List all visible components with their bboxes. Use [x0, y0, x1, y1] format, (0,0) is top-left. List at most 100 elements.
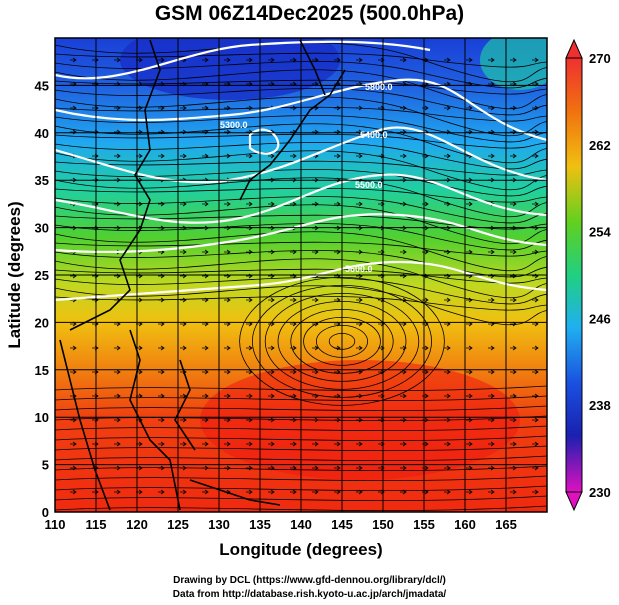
wind-arrow: [202, 153, 209, 159]
streamline-3: [55, 69, 547, 110]
wind-arrow: [532, 57, 539, 63]
wind-arrow: [268, 441, 275, 447]
wind-arrow: [356, 417, 363, 423]
wind-arrow: [532, 441, 539, 447]
wind-arrow: [70, 129, 77, 135]
x-tick-110: 110: [45, 517, 66, 532]
wind-arrow: [114, 201, 121, 207]
wind-arrow: [422, 153, 429, 159]
credit-drawing: Drawing by DCL (https://www.gfd-dennou.o…: [173, 575, 446, 586]
wind-arrow: [180, 489, 187, 495]
wind-arrow: [114, 393, 121, 399]
wind-arrow: [290, 105, 297, 111]
wind-arrow: [510, 417, 517, 423]
wind-arrow: [224, 297, 231, 303]
wind-arrow: [158, 417, 165, 423]
wind-arrow: [246, 105, 253, 111]
wind-arrow: [290, 489, 297, 495]
wind-arrow: [202, 393, 209, 399]
x-tick-160: 160: [454, 517, 476, 532]
wind-arrow: [356, 369, 363, 375]
wind-arrow: [312, 417, 319, 423]
contour-label-5400: 5400.0: [360, 130, 388, 140]
wind-arrow: [114, 417, 121, 423]
x-tick-155: 155: [413, 517, 435, 532]
wind-arrow: [268, 393, 275, 399]
y-tick-20: 20: [35, 315, 49, 330]
streamline-18: [55, 204, 547, 245]
wind-arrow: [246, 417, 253, 423]
wind-arrow: [180, 201, 187, 207]
streamline-37: [55, 385, 547, 392]
x-tick-130: 130: [208, 517, 230, 532]
x-tick-165: 165: [495, 517, 517, 532]
wind-arrow: [114, 465, 121, 471]
streamline-7: [55, 106, 547, 122]
wind-arrow: [422, 393, 429, 399]
wind-arrow: [246, 249, 253, 255]
chart-title: GSM 06Z14Dec2025 (500.0hPa): [154, 2, 465, 25]
temperature-field: [55, 38, 547, 512]
wind-arrow: [290, 393, 297, 399]
y-tick-30: 30: [35, 221, 49, 236]
wind-arrow: [224, 417, 231, 423]
wind-arrow: [334, 489, 341, 495]
wind-arrow: [334, 57, 341, 63]
wind-arrow: [70, 465, 77, 471]
wind-arrow: [532, 297, 539, 303]
wind-arrow: [422, 201, 429, 207]
x-axis-ticks: 110 115 120 125 130 135 140 145 150 155 160 165: [45, 517, 517, 532]
wind-arrow: [400, 441, 407, 447]
wind-arrow: [202, 345, 209, 351]
wind-arrow: [510, 441, 517, 447]
wind-arrow: [532, 201, 539, 207]
wind-arrow: [488, 465, 495, 471]
wind-arrow: [466, 297, 473, 303]
streamline-10: [55, 133, 547, 149]
contour-line-0: [55, 40, 431, 80]
wind-arrow: [400, 129, 407, 135]
streamline-1: [55, 52, 547, 68]
wind-arrow: [444, 249, 451, 255]
wind-arrow: [400, 57, 407, 63]
streamline-28: [55, 295, 547, 311]
contour-line-5: [55, 260, 547, 302]
wind-arrow: [268, 297, 275, 303]
wind-arrow: [510, 249, 517, 255]
wind-arrow: [488, 441, 495, 447]
streamline-24: [55, 258, 547, 299]
colorbar-tick-246: 246: [589, 311, 611, 326]
wind-arrow: [202, 465, 209, 471]
wind-arrow: [466, 129, 473, 135]
wind-arrow: [532, 417, 539, 423]
wind-arrow: [356, 153, 363, 159]
wind-arrow: [224, 393, 231, 399]
wind-arrow: [202, 297, 209, 303]
wind-arrow: [444, 297, 451, 303]
wind-arrow: [400, 297, 407, 303]
wind-arrow: [532, 105, 539, 111]
streamline-44: [55, 455, 547, 462]
colorbar-tick-254: 254: [589, 225, 611, 240]
x-tick-135: 135: [249, 517, 271, 532]
wind-arrow: [158, 489, 165, 495]
wind-arrow: [202, 105, 209, 111]
colorbar-ticks: 270 262 254 246 238 230: [589, 51, 611, 500]
x-tick-150: 150: [372, 517, 394, 532]
wind-arrow: [400, 417, 407, 423]
wind-arrow: [70, 105, 77, 111]
y-tick-45: 45: [35, 78, 49, 93]
wind-arrow: [488, 129, 495, 135]
wind-arrow: [312, 393, 319, 399]
wind-arrow: [202, 249, 209, 255]
wind-arrow: [488, 57, 495, 63]
wind-arrow: [400, 489, 407, 495]
wind-arrow: [422, 297, 429, 303]
wind-arrow: [290, 297, 297, 303]
streamline-22: [55, 241, 547, 257]
plot-frame: [54, 37, 548, 513]
wind-arrow: [356, 297, 363, 303]
y-tick-15: 15: [35, 363, 49, 378]
wind-arrow: [114, 105, 121, 111]
